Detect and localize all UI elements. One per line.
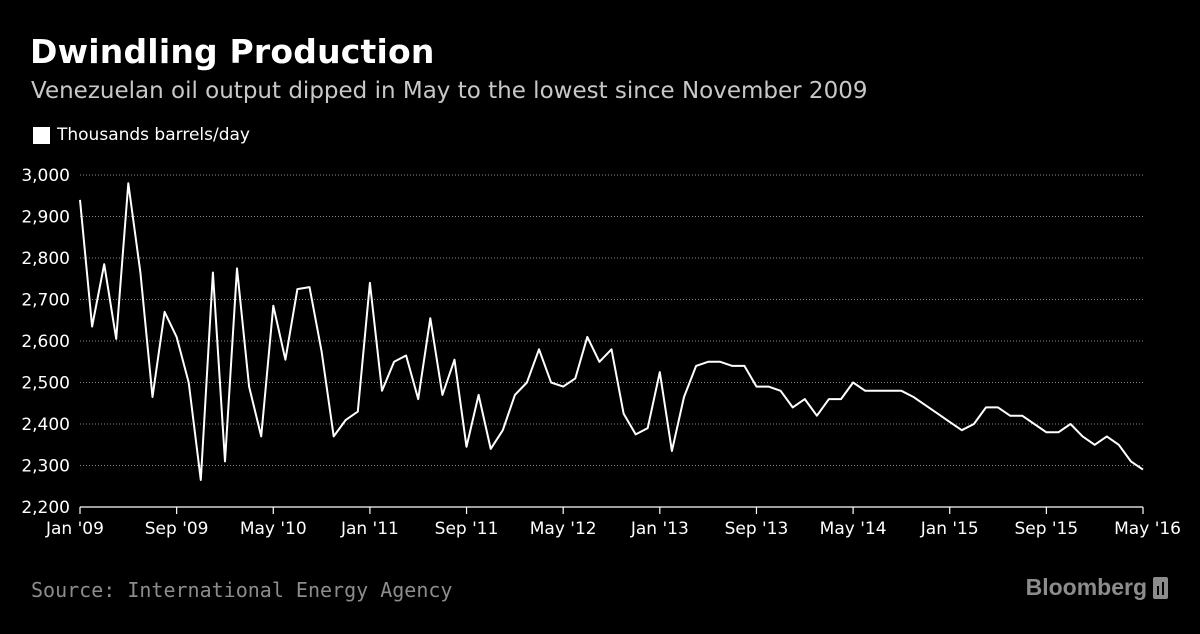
- x-tick-label: Sep '13: [725, 519, 789, 539]
- x-tick-label: Sep '11: [435, 519, 499, 539]
- x-tick-label: Jan '09: [45, 519, 104, 539]
- x-tick-label: Sep '09: [145, 519, 209, 539]
- brand-logo: Bloomberg: [1026, 574, 1168, 601]
- series: [79, 182, 1144, 481]
- x-tick-label: Jan '11: [340, 519, 399, 539]
- legend-swatch: [33, 126, 50, 144]
- y-tick-label: 2,700: [21, 291, 70, 311]
- gridlines: [80, 174, 1143, 466]
- x-tick-label: May '14: [820, 519, 887, 539]
- bloomberg-terminal-icon: [1153, 576, 1168, 599]
- x-tick-label: May '16: [1114, 519, 1181, 539]
- y-tick-label: 2,800: [21, 249, 70, 269]
- y-tick-label: 2,500: [21, 374, 70, 394]
- y-tick-labels: 3,000 2,900 2,800 2,700 2,600 2,500 2,400 2,300…: [21, 166, 70, 518]
- y-tick-label: 2,400: [21, 415, 70, 435]
- chart-title: Dwindling Production: [30, 32, 435, 71]
- y-tick-label: 2,900: [21, 208, 70, 228]
- series-line-production: [79, 182, 1144, 481]
- source-note: Source: International Energy Agency: [31, 578, 453, 602]
- x-tick-label: May '10: [240, 519, 307, 539]
- y-tick-label: 3,000: [21, 166, 70, 186]
- brand-name: Bloomberg: [1025, 574, 1147, 600]
- y-tick-label: 2,200: [21, 498, 70, 518]
- x-tick-label: Jan '13: [630, 519, 689, 539]
- axes: [79, 506, 1144, 514]
- y-tick-label: 2,600: [21, 332, 70, 352]
- y-tick-label: 2,300: [21, 457, 70, 477]
- x-tick-labels: Jan '09 Sep '09 May '10 Jan '11 Sep '11 May '…: [45, 519, 1181, 539]
- x-tick-label: Jan '15: [920, 519, 979, 539]
- x-tick-label: Sep '15: [1014, 519, 1078, 539]
- legend: Thousands barrels/day: [33, 125, 250, 145]
- chart-subtitle: Venezuelan oil output dipped in May to t…: [31, 78, 868, 104]
- x-tick-label: May '12: [530, 519, 597, 539]
- legend-label: Thousands barrels/day: [57, 125, 250, 145]
